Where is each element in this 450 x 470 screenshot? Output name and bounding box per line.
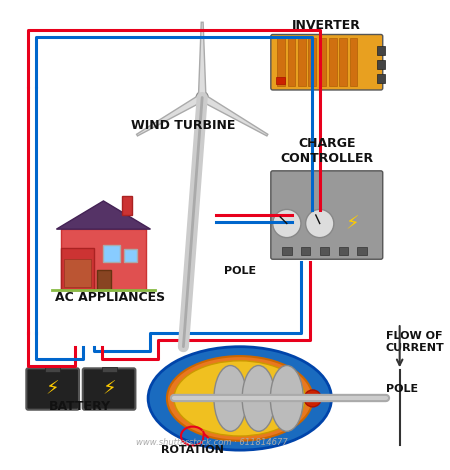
Circle shape xyxy=(197,92,208,103)
Bar xyxy=(275,77,285,84)
Bar xyxy=(288,38,295,86)
Bar xyxy=(350,38,357,86)
Text: FLOW OF
CURRENT: FLOW OF CURRENT xyxy=(386,331,444,353)
Text: INVERTER: INVERTER xyxy=(292,19,361,31)
Bar xyxy=(339,38,347,86)
Text: ⚡: ⚡ xyxy=(102,379,116,399)
Bar xyxy=(377,74,385,83)
Polygon shape xyxy=(56,201,150,229)
Bar xyxy=(301,247,310,255)
Bar xyxy=(282,247,292,255)
Ellipse shape xyxy=(174,361,306,436)
FancyBboxPatch shape xyxy=(27,368,79,410)
Polygon shape xyxy=(198,22,206,97)
Text: ⚡: ⚡ xyxy=(346,214,360,233)
Circle shape xyxy=(306,210,334,238)
FancyBboxPatch shape xyxy=(83,368,135,410)
Ellipse shape xyxy=(304,390,321,407)
Text: POLE: POLE xyxy=(386,384,418,394)
FancyBboxPatch shape xyxy=(271,171,383,259)
Text: AC APPLIANCES: AC APPLIANCES xyxy=(54,291,165,305)
Bar xyxy=(102,368,117,372)
Bar xyxy=(61,229,146,290)
Ellipse shape xyxy=(214,366,247,431)
Text: ROTATION: ROTATION xyxy=(162,446,224,455)
Circle shape xyxy=(273,210,301,238)
Bar xyxy=(319,38,326,86)
Bar xyxy=(377,60,385,69)
Bar xyxy=(64,259,91,288)
Bar xyxy=(308,38,316,86)
Bar xyxy=(277,38,285,86)
Polygon shape xyxy=(136,94,204,136)
Bar xyxy=(61,248,94,290)
Bar xyxy=(45,368,60,372)
Ellipse shape xyxy=(167,356,313,441)
Text: www.shutterstock.com · 611814677: www.shutterstock.com · 611814677 xyxy=(136,439,288,447)
Bar xyxy=(122,196,132,215)
Bar xyxy=(377,46,385,55)
Bar xyxy=(104,245,120,262)
Polygon shape xyxy=(200,94,268,136)
Ellipse shape xyxy=(270,366,303,431)
Bar xyxy=(338,247,348,255)
Text: CHARGE
CONTROLLER: CHARGE CONTROLLER xyxy=(280,137,374,165)
Bar xyxy=(329,38,337,86)
Text: POLE: POLE xyxy=(224,266,256,276)
Text: WIND TURBINE: WIND TURBINE xyxy=(131,119,235,132)
Bar xyxy=(320,247,329,255)
Text: ⚡: ⚡ xyxy=(46,379,59,399)
Bar xyxy=(97,270,111,290)
Bar xyxy=(298,38,306,86)
Ellipse shape xyxy=(242,366,275,431)
Bar xyxy=(357,247,367,255)
Bar xyxy=(124,249,137,262)
FancyBboxPatch shape xyxy=(271,34,383,90)
Ellipse shape xyxy=(148,347,332,450)
Text: BATTERY: BATTERY xyxy=(49,400,111,413)
